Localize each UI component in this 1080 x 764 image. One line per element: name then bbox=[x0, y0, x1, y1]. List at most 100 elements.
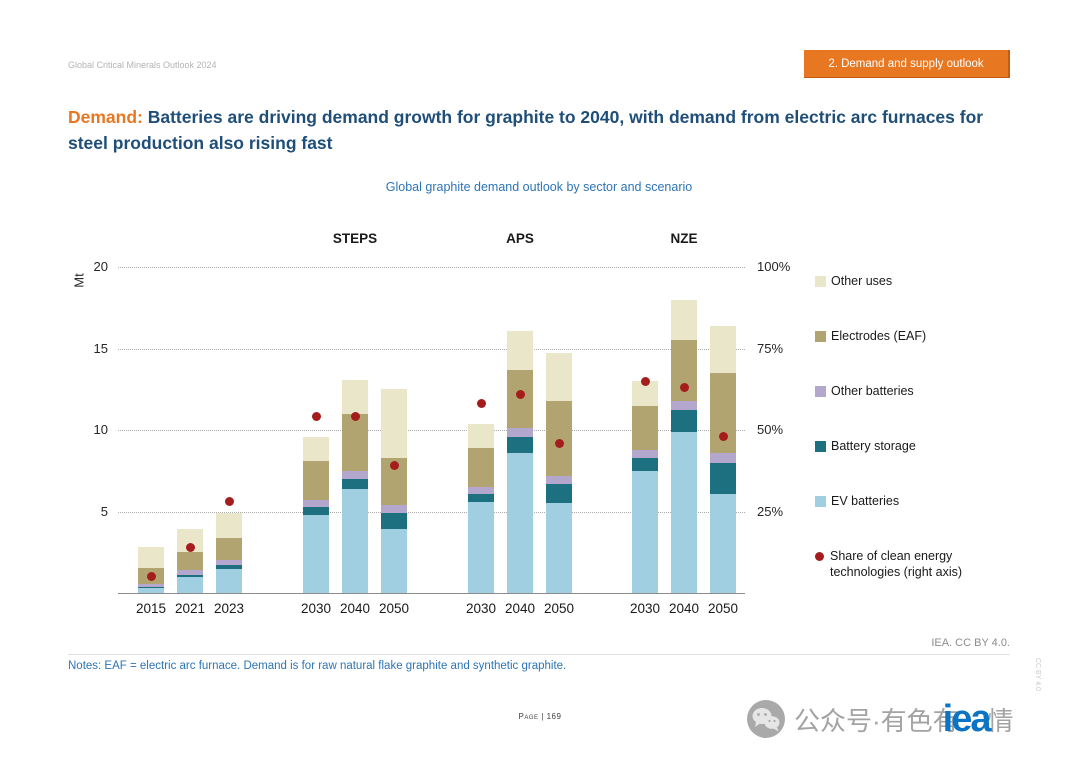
notes-text: Notes: EAF = electric arc furnace. Deman… bbox=[68, 660, 567, 672]
bar-segment-other_batteries bbox=[342, 470, 368, 479]
stacked-bar bbox=[303, 436, 329, 593]
share-dot bbox=[311, 412, 321, 422]
x-axis-year-label: 2050 bbox=[543, 601, 575, 616]
legend-item-ev_batteries: EV batteries bbox=[815, 493, 1013, 509]
bar-segment-ev_batteries bbox=[671, 431, 697, 593]
iea-logo: iea bbox=[942, 697, 992, 740]
legend-marker-battery_storage bbox=[815, 441, 826, 452]
bar-segment-ev_batteries bbox=[507, 452, 533, 593]
bar-segment-battery_storage bbox=[216, 565, 242, 569]
bar-segment-other_uses bbox=[671, 299, 697, 341]
legend-item-electrodes_eaf: Electrodes (EAF) bbox=[815, 328, 1013, 344]
stacked-bar bbox=[216, 513, 242, 593]
stacked-bar bbox=[381, 389, 407, 593]
bar-segment-electrodes_eaf bbox=[303, 461, 329, 501]
bar-segment-other_uses bbox=[710, 325, 736, 373]
legend-label: Battery storage bbox=[831, 439, 916, 453]
x-axis-year-label: 2050 bbox=[707, 601, 739, 616]
bar-segment-battery_storage bbox=[342, 478, 368, 489]
right-axis-tick-label: 100% bbox=[757, 259, 791, 274]
stacked-bar bbox=[671, 299, 697, 593]
legend-label: Other batteries bbox=[831, 384, 914, 398]
legend-item-battery_storage: Battery storage bbox=[815, 438, 1013, 454]
footer-divider bbox=[68, 654, 1010, 655]
bar-segment-other_uses bbox=[546, 353, 572, 401]
bar-segment-ev_batteries bbox=[632, 470, 658, 593]
x-axis-year-label: 2040 bbox=[504, 601, 536, 616]
bar-segment-electrodes_eaf bbox=[177, 552, 203, 571]
scenario-label: APS bbox=[506, 231, 534, 246]
bar-segment-other_uses bbox=[507, 330, 533, 370]
legend-marker-electrodes_eaf bbox=[815, 331, 826, 342]
bar-segment-other_uses bbox=[303, 436, 329, 461]
gridline bbox=[118, 267, 745, 268]
right-axis-tick-label: 50% bbox=[757, 422, 784, 437]
share-dot bbox=[350, 412, 360, 422]
bar-segment-battery_storage bbox=[177, 575, 203, 577]
bar-segment-electrodes_eaf bbox=[632, 405, 658, 450]
legend-marker-ev_batteries bbox=[815, 496, 826, 507]
right-axis-tick-label: 25% bbox=[757, 503, 784, 519]
section-badge: 2. Demand and supply outlook bbox=[804, 50, 1010, 78]
scenario-label: NZE bbox=[670, 231, 698, 246]
title-text: Batteries are driving demand growth for … bbox=[68, 107, 984, 154]
report-header-title: Global Critical Minerals Outlook 2024 bbox=[68, 60, 217, 70]
bar-segment-ev_batteries bbox=[546, 503, 572, 593]
legend-item-share_dot: Share of clean energy technologies (righ… bbox=[815, 548, 1013, 581]
bar-segment-battery_storage bbox=[381, 513, 407, 530]
x-axis-year-label: 2030 bbox=[465, 601, 497, 616]
legend-label: Share of clean energy technologies (righ… bbox=[830, 549, 963, 580]
legend-label: EV batteries bbox=[831, 494, 900, 508]
x-axis-year-label: 2023 bbox=[213, 601, 245, 616]
bar-segment-other_batteries bbox=[671, 400, 697, 411]
share-dot bbox=[679, 383, 689, 393]
page-title: Demand: Batteries are driving demand gro… bbox=[68, 104, 996, 157]
gridline bbox=[118, 348, 745, 350]
bar-segment-ev_batteries bbox=[177, 576, 203, 593]
bar-segment-other_uses bbox=[468, 423, 494, 448]
bar-segment-battery_storage bbox=[671, 410, 697, 432]
bar-segment-battery_storage bbox=[138, 587, 164, 589]
chart-plot-area: Mt 5 25% 10 50% 15 75% 20 100% 2015 2021 2023 STEPS… bbox=[72, 231, 791, 616]
stacked-bar bbox=[468, 423, 494, 593]
bar-segment-ev_batteries bbox=[468, 501, 494, 593]
stacked-bar bbox=[177, 529, 203, 593]
bar-segment-ev_batteries bbox=[138, 588, 164, 593]
stacked-bar bbox=[632, 381, 658, 593]
bar-segment-other_batteries bbox=[138, 584, 164, 588]
bar-segment-electrodes_eaf bbox=[216, 537, 242, 561]
bar-segment-ev_batteries bbox=[710, 493, 736, 593]
bar-segment-other_uses bbox=[381, 389, 407, 458]
bar-segment-other_uses bbox=[216, 513, 242, 538]
x-axis-year-label: 2050 bbox=[378, 601, 410, 616]
bar-segment-battery_storage bbox=[632, 457, 658, 471]
bar-segment-ev_batteries bbox=[381, 529, 407, 593]
page-number: Page | 169 bbox=[518, 712, 562, 721]
left-axis-tick-label: 10 bbox=[93, 422, 108, 437]
left-axis-tick-label: 20 bbox=[93, 259, 108, 274]
bar-segment-electrodes_eaf bbox=[468, 447, 494, 488]
side-license-text: CC BY 4.0 bbox=[1034, 658, 1041, 691]
bar-segment-ev_batteries bbox=[303, 514, 329, 593]
legend-marker-share_dot bbox=[815, 552, 824, 561]
bar-segment-battery_storage bbox=[303, 506, 329, 515]
chart-title: Global graphite demand outlook by sector… bbox=[385, 180, 693, 194]
legend-marker-other_batteries bbox=[815, 386, 826, 397]
x-axis-year-label: 2030 bbox=[300, 601, 332, 616]
left-axis-tick-label: 15 bbox=[93, 340, 108, 356]
bar-segment-other_uses bbox=[177, 529, 203, 553]
bar-segment-other_batteries bbox=[303, 500, 329, 507]
x-axis-year-label: 2030 bbox=[629, 601, 661, 616]
legend-label: Electrodes (EAF) bbox=[831, 329, 927, 343]
bar-segment-ev_batteries bbox=[216, 568, 242, 593]
license-credit: IEA. CC BY 4.0. bbox=[931, 637, 1010, 649]
x-axis-year-label: 2015 bbox=[135, 601, 167, 616]
wechat-icon bbox=[747, 700, 785, 738]
bar-segment-battery_storage bbox=[468, 493, 494, 502]
bar-segment-other_uses bbox=[342, 379, 368, 414]
share-dot bbox=[718, 432, 728, 442]
x-axis-year-label: 2040 bbox=[339, 601, 371, 616]
legend-item-other_batteries: Other batteries bbox=[815, 383, 1013, 399]
scenario-label: STEPS bbox=[332, 231, 378, 246]
